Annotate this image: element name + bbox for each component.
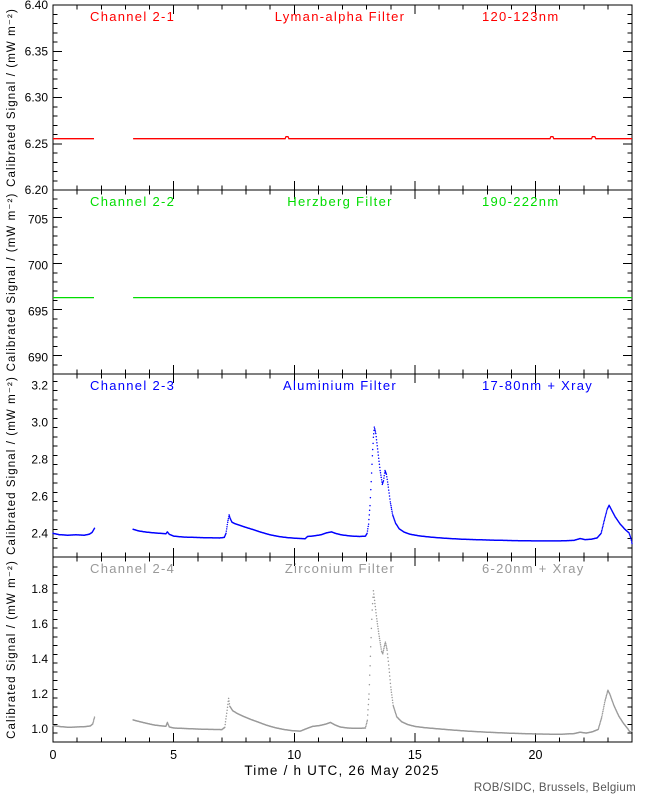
- y-tick-label: 705: [28, 212, 48, 226]
- y-tick-label: 1.8: [31, 582, 48, 596]
- panel-channel-2-1: 6.20 6.25 6.30 6.35 6.40 Calibrated Signal / …: [6, 0, 633, 197]
- panel-title-filter: Lyman-alpha Filter: [275, 9, 406, 24]
- panel-title-filter: Herzberg Filter: [287, 194, 392, 209]
- y-tick-label: 6.35: [25, 44, 49, 58]
- y-tick-label: 1.2: [31, 687, 48, 701]
- panel-data-series: [53, 135, 632, 140]
- y-tick-label: 690: [28, 350, 48, 364]
- panel-title-channel: Channel 2-4: [90, 561, 175, 576]
- panel-title-range: 17-80nm + Xray: [482, 378, 593, 393]
- panel-title-range: 190-222nm: [482, 194, 559, 209]
- y-tick-label: 695: [28, 304, 48, 318]
- panel-frame: [52, 373, 633, 558]
- y-axis-label: Calibrated Signal / (mW m⁻²): [6, 193, 18, 372]
- panel-title-channel: Channel 2-1: [90, 9, 175, 24]
- panel-channel-2-4: 1.0 1.2 1.4 1.6 1.8 Calibrated Signal / (mW m…: [6, 556, 633, 743]
- y-tick-label: 1.6: [31, 617, 48, 631]
- panel-title-range: 6-20nm + Xray: [482, 561, 585, 576]
- panel-channel-2-3: 2.4 2.6 2.8 3.0 3.2 Calibrated Signal / (mW m…: [6, 373, 633, 558]
- y-tick-label: 2.6: [31, 489, 48, 503]
- y-tick-label: 2.8: [31, 452, 48, 466]
- x-axis-label: Time / h UTC, 26 May 2025: [244, 763, 439, 778]
- x-tick-label: 0: [50, 748, 57, 762]
- panel-title-filter: Zirconium Filter: [285, 561, 395, 576]
- y-tick-label: 3.2: [31, 378, 48, 392]
- panel-title-filter: Aluminium Filter: [283, 378, 397, 393]
- y-tick-label: 2.4: [31, 526, 48, 540]
- panel-ticks: [52, 557, 633, 742]
- panel-frame: [52, 189, 633, 375]
- panel-data-series: [52, 590, 633, 736]
- y-tick-label: 6.30: [25, 91, 49, 105]
- panel-ticks: [52, 374, 633, 557]
- panel-ticks: [52, 190, 633, 374]
- x-tick-label: 15: [408, 748, 422, 762]
- panel-frame: [52, 556, 633, 743]
- y-tick-label: 700: [28, 258, 48, 272]
- panel-title-channel: Channel 2-2: [90, 194, 175, 209]
- panel-title-range: 120-123nm: [482, 9, 559, 24]
- y-tick-label: 6.25: [25, 137, 49, 151]
- y-tick-label: 1.4: [31, 652, 48, 666]
- panel-ticks: [52, 4, 633, 191]
- panel-channel-2-2: 690 695 700 705 Calibrated Signal / (mW m⁻²)…: [6, 189, 633, 375]
- panel-data-series: [52, 426, 633, 545]
- y-tick-label: 1.0: [31, 722, 48, 736]
- panel-frame: [52, 4, 633, 191]
- y-axis-label: Calibrated Signal / (mW m⁻²): [6, 8, 18, 187]
- x-tick-label: 10: [287, 748, 301, 762]
- x-tick-label: 5: [170, 748, 177, 762]
- y-tick-label: 6.40: [25, 0, 49, 12]
- panel-title-channel: Channel 2-3: [90, 378, 175, 393]
- y-axis-label: Calibrated Signal / (mW m⁻²): [6, 560, 18, 739]
- y-tick-label: 6.20: [25, 183, 49, 197]
- y-axis-label: Calibrated Signal / (mW m⁻²): [6, 376, 18, 555]
- credit-text: ROB/SIDC, Brussels, Belgium: [474, 782, 636, 794]
- y-tick-label: 3.0: [31, 415, 48, 429]
- x-tick-label: 20: [529, 748, 543, 762]
